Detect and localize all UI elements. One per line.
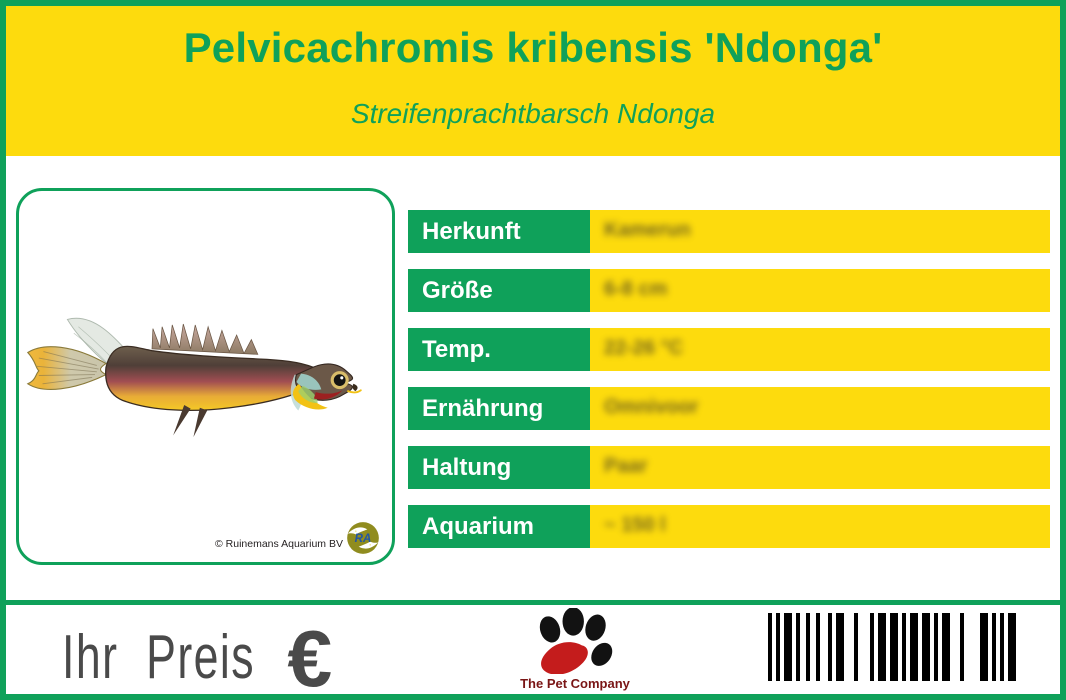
svg-text:RA: RA bbox=[355, 533, 372, 545]
